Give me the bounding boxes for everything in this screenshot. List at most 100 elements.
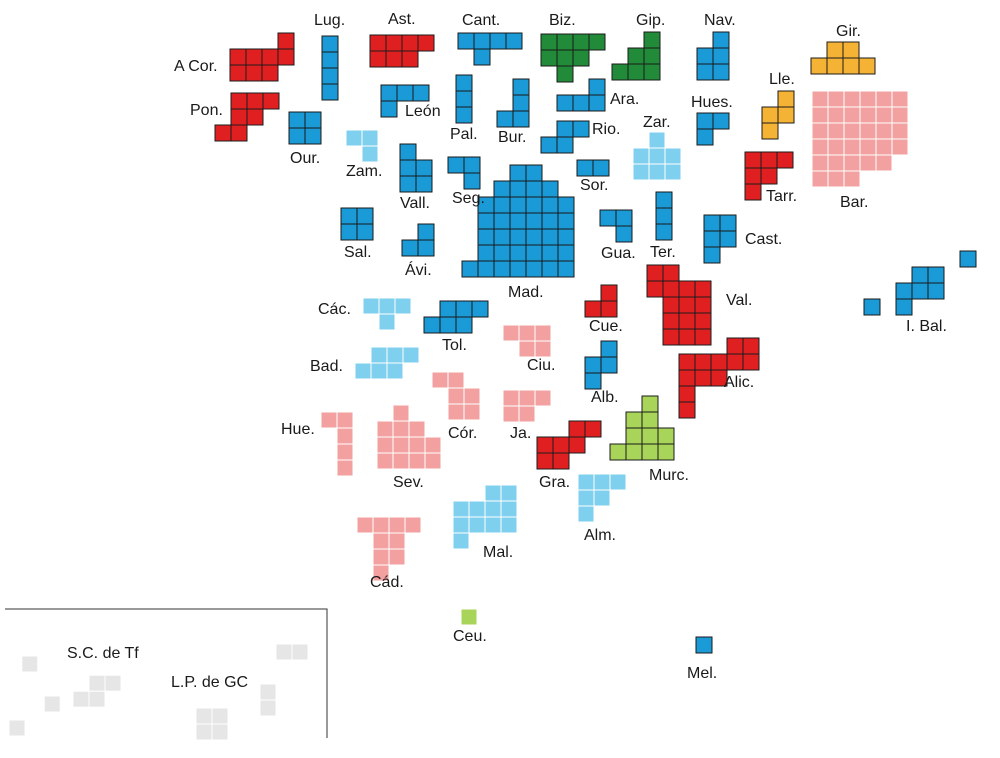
province-44 [609, 395, 675, 461]
seat-square [417, 239, 435, 257]
seat-square [447, 403, 465, 421]
province-33 [646, 264, 712, 346]
seat-square [447, 371, 465, 389]
seat-square [859, 138, 877, 156]
province-label: Pal. [450, 126, 478, 143]
province-label: Mel. [687, 665, 717, 682]
seat-square [321, 83, 339, 101]
seat-square [463, 403, 481, 421]
seat-square [512, 78, 530, 96]
seat-square [911, 266, 929, 284]
province-label: Tarr. [766, 188, 797, 205]
province-7 [810, 41, 876, 75]
seat-square [760, 151, 778, 169]
province-37 [584, 340, 618, 390]
province-label: Sev. [393, 474, 424, 491]
province-label: Biz. [549, 12, 576, 29]
seat-square [525, 212, 543, 230]
seat-square [572, 33, 590, 51]
province-label: Ter. [650, 244, 676, 261]
seat-square [370, 362, 388, 380]
seat-square [827, 106, 845, 124]
province-5 [611, 31, 661, 81]
seat-square [500, 484, 518, 502]
seat-square [843, 154, 861, 172]
seat-square [843, 138, 861, 156]
seat-square [662, 312, 680, 330]
seat-square [336, 411, 354, 429]
seat-square [927, 282, 945, 300]
seat-square [875, 122, 893, 140]
seat-square [911, 282, 929, 300]
seat-square [600, 300, 618, 318]
seat-square [439, 316, 457, 334]
province-6 [696, 31, 730, 81]
province-label: Rio. [592, 121, 620, 138]
seat-square [304, 127, 322, 145]
province-label: Lle. [769, 71, 795, 88]
seat-square [291, 643, 309, 661]
seat-square [777, 90, 795, 108]
seat-square [556, 33, 574, 51]
seat-square [493, 228, 511, 246]
province-11 [496, 78, 530, 128]
seat-square [827, 90, 845, 108]
seat-square [694, 353, 712, 371]
seat-square [468, 516, 486, 534]
province-12 [556, 78, 606, 112]
province-34 [863, 250, 977, 316]
seat-square [611, 63, 629, 81]
province-32 [584, 284, 618, 318]
seat-square [859, 106, 877, 124]
seat-square [719, 230, 737, 248]
seat-square [572, 120, 590, 138]
seat-square [572, 49, 590, 67]
seat-square [484, 500, 502, 518]
seat-square [678, 385, 696, 403]
seat-square [512, 110, 530, 128]
seat-square [744, 183, 762, 201]
province-label: Hues. [691, 94, 733, 111]
seat-square [288, 111, 306, 129]
seat-square [712, 47, 730, 65]
seat-square [376, 452, 394, 470]
seat-square [493, 212, 511, 230]
seat-square [401, 50, 419, 68]
seat-square [556, 65, 574, 83]
seat-square [584, 420, 602, 438]
seat-square [826, 41, 844, 59]
province-39 [320, 411, 354, 477]
seat-square [600, 284, 618, 302]
province-label: Gir. [836, 23, 861, 40]
province-16 [288, 111, 322, 145]
province-label: Ara. [610, 91, 639, 108]
seat-square [211, 707, 229, 725]
seat-square [392, 404, 410, 422]
seat-square [275, 643, 293, 661]
seat-square [662, 296, 680, 314]
seat-square [230, 108, 248, 126]
seat-square [863, 298, 881, 316]
seat-square [600, 356, 618, 374]
seat-square [584, 372, 602, 390]
seat-square [431, 371, 449, 389]
seat-square [88, 690, 106, 708]
seat-square [599, 209, 617, 227]
seat-square [843, 122, 861, 140]
province-label: Seg. [452, 190, 485, 207]
province-label: Our. [290, 150, 320, 167]
province-30 [362, 297, 412, 331]
seat-square [646, 264, 664, 282]
seat-square [810, 57, 828, 75]
seat-square [694, 280, 712, 298]
seat-square [489, 32, 507, 50]
province-label: Gip. [636, 12, 665, 29]
seat-square [376, 420, 394, 438]
seat-square [777, 106, 795, 124]
province-label: L.P. de GC [171, 674, 248, 691]
seat-square [259, 699, 277, 717]
seat-square [891, 138, 909, 156]
province-label: A Cor. [174, 58, 218, 75]
seat-square [261, 48, 279, 66]
province-label: Cant. [462, 12, 500, 29]
